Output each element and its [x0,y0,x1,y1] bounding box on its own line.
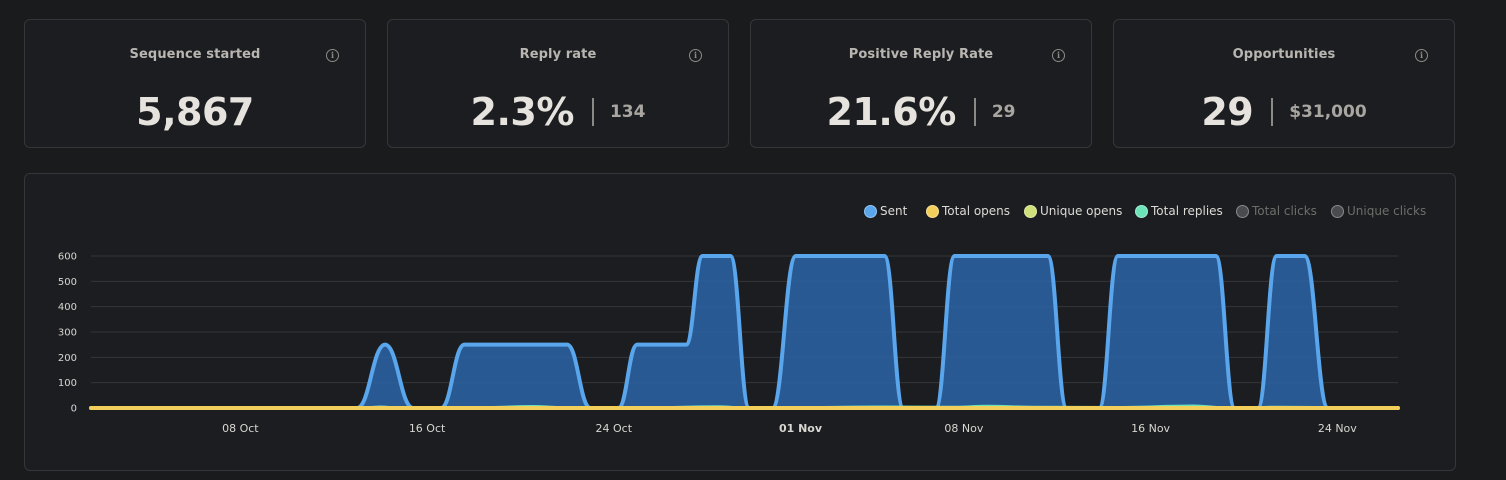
x-tick-label: 01 Nov [779,422,823,435]
series-area-sent [91,256,1398,408]
card-value: 21.6% [826,90,956,134]
legend-label: Total clicks [1252,204,1317,218]
card-subvalue: $31,000 [1289,102,1367,122]
value-separator [973,98,976,126]
series-line-sent [89,253,1400,411]
x-tick-label: 08 Nov [944,422,983,435]
legend-item-unique-opens[interactable]: Unique opens [1024,204,1122,218]
stat-card-opportunities: Opportunities i 29 $31,000 [1113,19,1455,148]
legend-dot [864,204,877,218]
info-icon[interactable]: i [1052,49,1065,62]
x-tick-label: 24 Nov [1318,422,1357,435]
y-tick-label: 400 [58,302,77,313]
legend-label: Unique clicks [1347,204,1427,218]
legend-item-total-clicks[interactable]: Total clicks [1236,204,1317,218]
legend-dot [1135,204,1148,218]
x-tick-label: 16 Oct [409,422,446,435]
legend-dot [1236,204,1249,218]
value-separator [1271,98,1274,126]
card-subvalue: 134 [609,102,646,122]
x-tick-label: 16 Nov [1131,422,1170,435]
card-title: Opportunities [1232,47,1336,62]
legend-dot [1024,204,1037,218]
stat-card-reply-rate: Reply rate i 2.3% 134 [387,19,729,148]
legend-item-unique-clicks[interactable]: Unique clicks [1331,204,1426,218]
card-value: 2.3% [470,90,575,134]
legend-item-sent[interactable]: Sent [864,204,907,218]
y-tick-label: 600 [58,252,77,263]
card-value-row: 5,867 [25,90,365,134]
card-value-row: 2.3% 134 [388,90,728,134]
card-value-row: 29 $31,000 [1114,90,1454,134]
y-tick-label: 0 [71,404,77,415]
legend-dot [926,204,939,218]
value-separator [591,98,594,126]
y-tick-label: 500 [58,277,77,288]
legend-label: Total replies [1151,204,1223,218]
y-tick-label: 100 [58,378,77,389]
chart-legend: Sent Total opens Unique opens Total repl… [0,204,1506,220]
card-title: Reply rate [519,47,597,62]
legend-item-total-replies[interactable]: Total replies [1135,204,1223,218]
legend-item-total-opens[interactable]: Total opens [926,204,1010,218]
y-tick-label: 200 [58,353,77,364]
card-value-row: 21.6% 29 [751,90,1091,134]
legend-label: Total opens [942,204,1011,218]
card-subvalue: 29 [991,102,1016,122]
x-tick-label: 08 Oct [222,422,259,435]
x-tick-label: 24 Oct [596,422,633,435]
card-title: Sequence started [129,47,261,62]
y-tick-label: 300 [58,328,77,339]
card-value: 29 [1201,90,1254,134]
legend-label: Unique opens [1040,204,1123,218]
info-icon[interactable]: i [326,49,339,62]
info-icon[interactable]: i [1415,49,1428,62]
info-icon[interactable]: i [689,49,702,62]
card-value: 5,867 [136,90,254,134]
stat-card-positive-reply-rate: Positive Reply Rate i 21.6% 29 [750,19,1092,148]
stat-card-sequence-started: Sequence started i 5,867 [24,19,366,148]
legend-dot [1331,204,1344,218]
card-title: Positive Reply Rate [848,47,994,62]
legend-label: Sent [880,204,908,218]
